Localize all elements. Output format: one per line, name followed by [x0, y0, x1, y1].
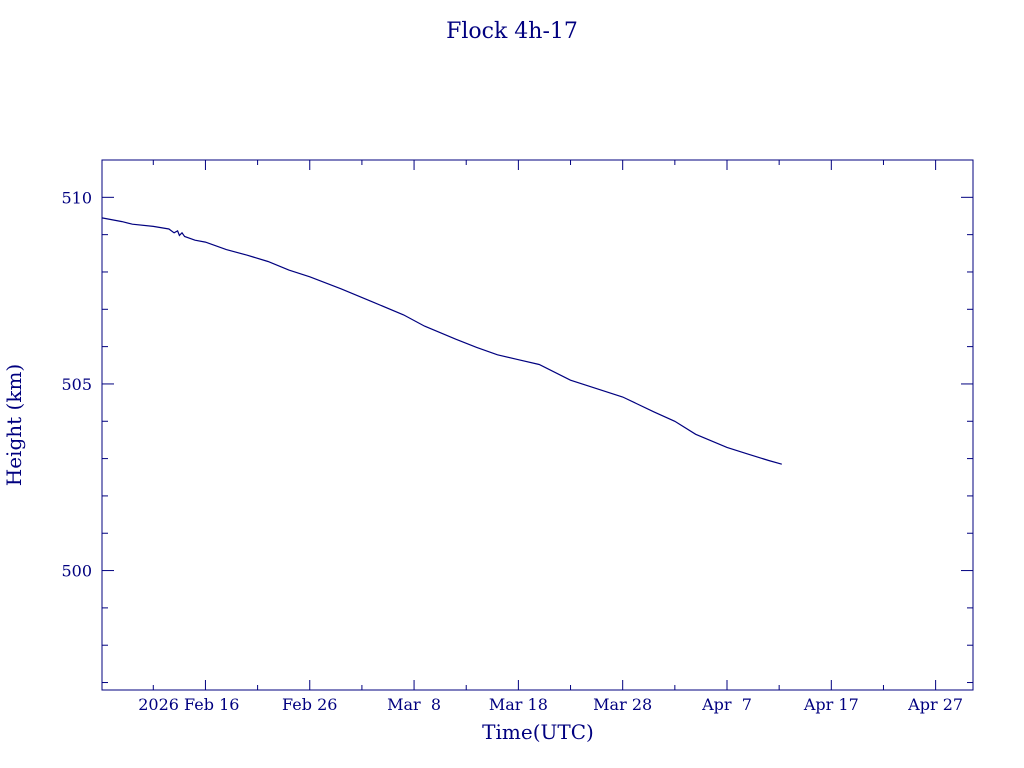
x-tick-label: Feb 26: [282, 695, 337, 714]
chart-title: Flock 4h-17: [446, 19, 578, 44]
y-tick-label: 510: [61, 188, 92, 207]
x-tick-label: Apr 27: [907, 695, 963, 714]
x-tick-label: 2026 Feb 16: [138, 695, 239, 714]
plot-frame: [101, 159, 974, 691]
axis-ticks: [102, 159, 973, 690]
x-tick-label: Mar 8: [387, 695, 441, 714]
x-tick-label: Apr 7: [701, 695, 752, 714]
x-tick-label: Mar 18: [489, 695, 548, 714]
y-tick-label: 505: [61, 375, 92, 394]
x-tick-label: Apr 17: [803, 695, 859, 714]
series-line-height: [101, 217, 782, 465]
axis-tick-labels: 2026 Feb 16 Feb 26 Mar 8 Mar 18 Mar 28 Apr 7 A…: [61, 188, 963, 714]
x-tick-label: Mar 28: [593, 695, 652, 714]
y-axis-label: Height (km): [2, 364, 26, 486]
y-tick-label: 500: [61, 562, 92, 581]
x-axis-label: Time(UTC): [482, 720, 594, 744]
